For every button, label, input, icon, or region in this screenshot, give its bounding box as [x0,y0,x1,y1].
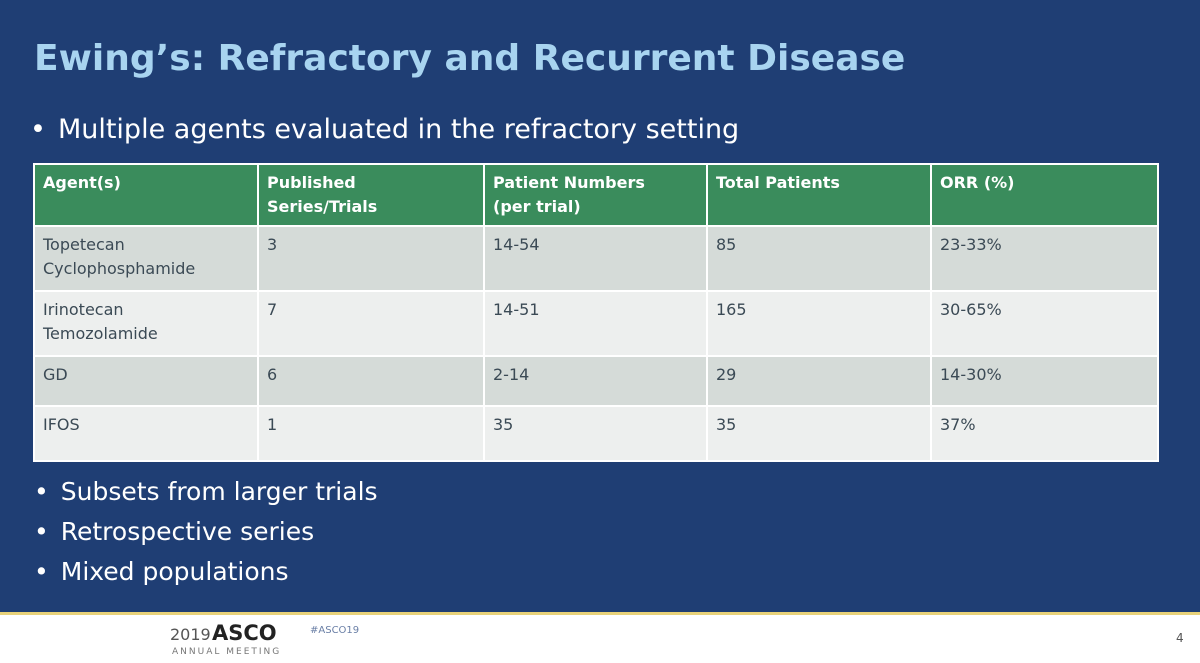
table-cell: 1 [257,405,485,462]
footer-hashtag: #ASCO19 [310,625,360,636]
table-row: IFOS 1 35 35 37% [33,405,1159,462]
header-cell: Agent(s) [33,163,259,227]
slide: Ewing’s: Refractory and Recurrent Diseas… [0,0,1200,612]
footer-year: 2019 [170,625,211,644]
table-cell: 2-14 [483,355,708,407]
header-cell: Total Patients [706,163,932,227]
table-row: GD 6 2-14 29 14-30% [33,355,1159,407]
table-cell: 29 [706,355,932,407]
table-cell: 30-65% [930,290,1159,357]
bullet: Multiple agents evaluated in the refract… [30,114,739,145]
bullet-list: Subsets from larger trialsRetrospective … [34,472,378,592]
table-cell: 6 [257,355,485,407]
page-number: 4 [1176,631,1184,645]
table-cell: 14-54 [483,225,708,292]
table-cell: 23-33% [930,225,1159,292]
table-cell: 35 [483,405,708,462]
table-cell: 3 [257,225,485,292]
table-cell: Topetecan Cyclophosphamide [33,225,259,292]
footer-meeting: ANNUAL MEETING [172,647,282,657]
table-cell: 14-30% [930,355,1159,407]
slide-title: Ewing’s: Refractory and Recurrent Diseas… [34,38,906,79]
footer-brand: ASCO [212,621,277,645]
table-cell: IFOS [33,405,259,462]
table-cell: Irinotecan Temozolamide [33,290,259,357]
table-cell: 35 [706,405,932,462]
footer: 2019 ASCO ANNUAL MEETING #ASCO19 4 [0,615,1200,663]
bullet: Retrospective series [34,512,378,552]
table-row: Irinotecan Temozolamide 7 14-51 165 30-65% [33,290,1159,357]
table-row: Topetecan Cyclophosphamide 3 14-54 85 23-33% [33,225,1159,292]
footer-rule [0,612,1200,615]
table-cell: 37% [930,405,1159,462]
table-cell: 7 [257,290,485,357]
bullet: Subsets from larger trials [34,472,378,512]
data-table: Agent(s) Published Series/Trials Patient N… [33,163,1159,462]
table-cell: 165 [706,290,932,357]
table-cell: 85 [706,225,932,292]
header-cell: ORR (%) [930,163,1159,227]
header-cell: Published Series/Trials [257,163,485,227]
bullet: Mixed populations [34,552,378,592]
table-header: Agent(s) Published Series/Trials Patient N… [33,163,1159,227]
table-cell: GD [33,355,259,407]
header-cell: Patient Numbers (per trial) [483,163,708,227]
table-cell: 14-51 [483,290,708,357]
